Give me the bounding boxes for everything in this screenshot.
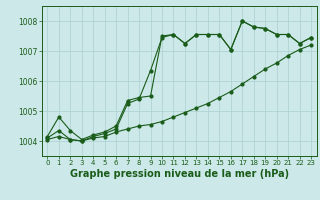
X-axis label: Graphe pression niveau de la mer (hPa): Graphe pression niveau de la mer (hPa) xyxy=(70,169,289,179)
